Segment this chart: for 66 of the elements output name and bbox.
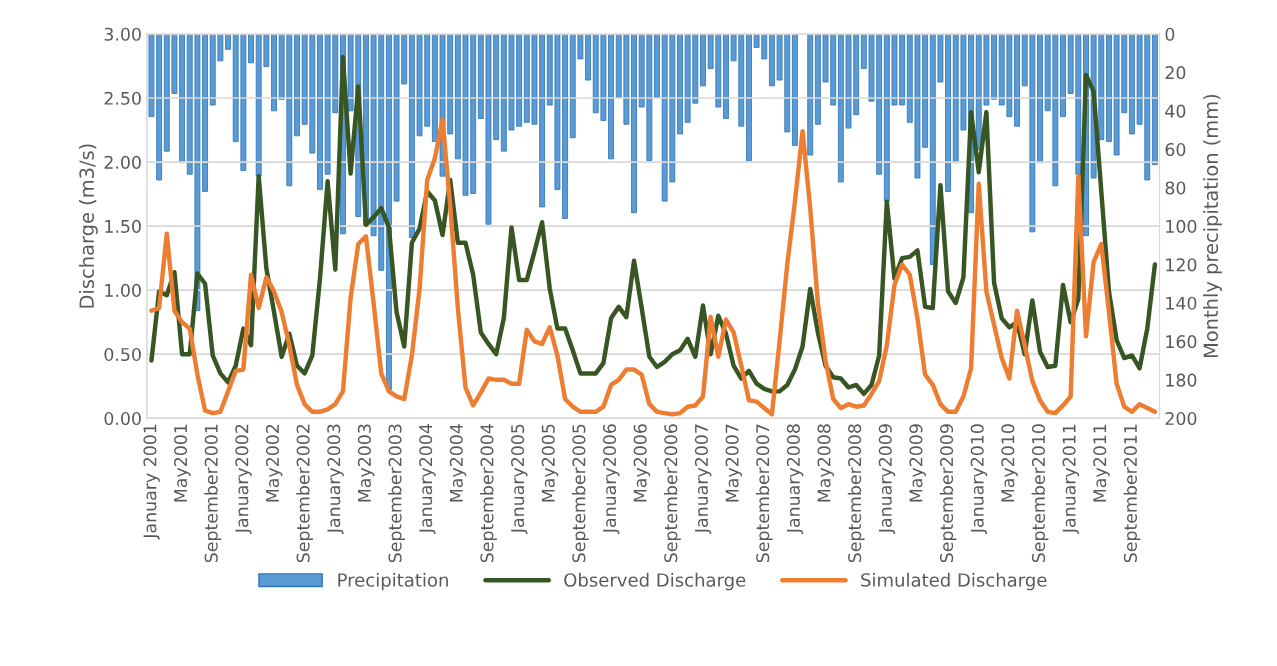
x-tick-label: September2010	[1031, 424, 1049, 563]
line-series	[149, 54, 1158, 397]
x-tick-label: May2008	[817, 424, 834, 502]
x-tick-label: September2007	[755, 424, 773, 563]
legend-label: Precipitation	[338, 572, 448, 591]
bar	[271, 33, 277, 112]
legend-label: Observed Discharge	[564, 572, 746, 591]
x-tick-label: September2004	[480, 424, 497, 563]
x-tick-label: May2005	[541, 424, 559, 502]
y-axis-title: Discharge (m3/s)	[78, 144, 98, 308]
x-tick-label: September2011	[1123, 424, 1141, 563]
x-tick-label: May2002	[265, 424, 283, 502]
x-tick-label: May2003	[357, 424, 375, 502]
bar	[791, 33, 798, 146]
y-tick-label: 1.50	[105, 219, 141, 233]
bar	[654, 33, 660, 98]
y2-tick-label: 160	[1166, 335, 1197, 349]
x-tick-label: May2007	[725, 424, 743, 502]
y-tick-label: 3.00	[104, 27, 141, 41]
x-tick-label: September2002	[296, 424, 314, 563]
x-tick-label: May2004	[449, 424, 467, 502]
x-tick-label: September2005	[572, 424, 589, 563]
x-tick-label: September2003	[388, 424, 405, 563]
x-tick-label: January2011	[1062, 424, 1080, 535]
y-tick-label: 2.00	[104, 155, 141, 169]
y-tick-label: 1.00	[105, 283, 141, 297]
bar	[677, 33, 683, 135]
y2-tick-label: 60	[1165, 142, 1186, 157]
x-tick-label: May2006	[633, 424, 651, 502]
x-tick-label: September2006	[663, 424, 681, 563]
x-tick-label: January2002	[235, 424, 252, 535]
x-tick-label: May2009	[909, 424, 926, 502]
bar	[1060, 33, 1066, 118]
y2-tick-label: 0	[1165, 27, 1175, 41]
x-tick-label: January2008	[786, 424, 804, 535]
y2-tick-label: 80	[1165, 181, 1186, 195]
y2-tick-label: 180	[1166, 373, 1197, 387]
x-tick-label: January2006	[602, 424, 620, 535]
y2-tick-label: 20	[1165, 66, 1186, 80]
bar	[1152, 33, 1158, 166]
y2-tick-label: 120	[1166, 258, 1197, 272]
legend-label: Simulated Discharge	[861, 572, 1047, 591]
y2-tick-label: 100	[1166, 219, 1197, 233]
x-tick-label: January2004	[419, 424, 436, 535]
y2-tick-label: 200	[1165, 411, 1197, 426]
x-tick-label: January2005	[511, 424, 528, 535]
bar	[294, 33, 300, 137]
x-tick-label: January2007	[694, 424, 712, 535]
x-tick-label: January 2001	[143, 424, 160, 540]
x-tick-label: September2008	[847, 424, 865, 563]
x-tick-label: September2009	[939, 424, 957, 563]
x-tick-label: January2003	[327, 424, 344, 535]
y2-axis-title: Monthly precipitation (mm)	[1203, 94, 1222, 358]
y2-tick-label: 140	[1166, 296, 1197, 310]
y-tick-label: 0.50	[104, 347, 141, 362]
x-tick-label: September2001	[204, 424, 222, 563]
bar	[807, 33, 814, 156]
x-tick-label: January2010	[970, 424, 988, 535]
y2-tick-label: 40	[1165, 104, 1186, 118]
x-tick-label: May2010	[1001, 424, 1018, 502]
y-tick-label: 2.50	[104, 91, 141, 105]
x-tick-label: May2001	[174, 424, 191, 502]
x-tick-label: May2011	[1093, 424, 1110, 502]
y-tick-label: 0.00	[104, 411, 141, 426]
x-tick-label: January2009	[878, 424, 896, 535]
bar	[1037, 33, 1043, 164]
